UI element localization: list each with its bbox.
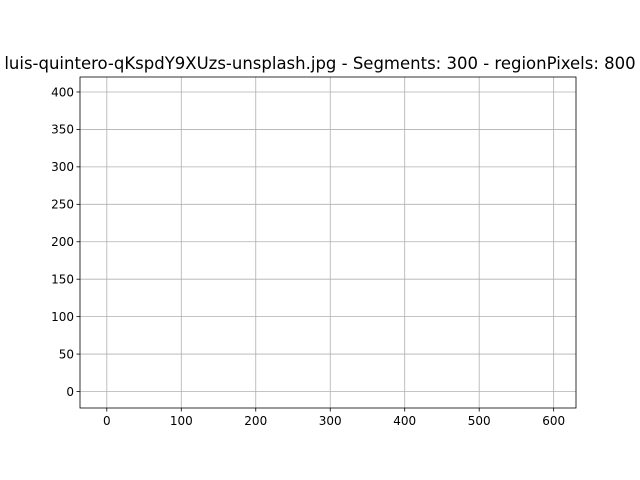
x-tick-label: 400 xyxy=(393,414,416,428)
x-tick-label: 100 xyxy=(170,414,193,428)
x-tick-label: 300 xyxy=(319,414,342,428)
axes-frame xyxy=(79,76,577,409)
y-tick-label: 400 xyxy=(51,85,74,99)
x-tick-label: 500 xyxy=(468,414,491,428)
y-tick-label: 0 xyxy=(66,385,74,399)
y-tick-label: 250 xyxy=(51,198,74,212)
y-tick-label: 350 xyxy=(51,123,74,137)
y-tick-label: 200 xyxy=(51,235,74,249)
chart-title: luis-quintero-qKspdY9XUzs-unsplash.jpg -… xyxy=(4,54,635,73)
plot-area: 0 100 200 300 400 500 600 0 50 100 150 200 250 300 35… xyxy=(51,76,577,428)
x-tick-label: 200 xyxy=(244,414,267,428)
x-axis: 0 100 200 300 400 500 600 xyxy=(103,408,565,428)
y-tick-label: 150 xyxy=(51,272,74,286)
y-tick-label: 50 xyxy=(59,347,74,361)
x-tick-label: 0 xyxy=(103,414,111,428)
y-axis: 0 50 100 150 200 250 300 350 400 xyxy=(51,85,80,399)
y-tick-label: 100 xyxy=(51,310,74,324)
y-tick-label: 300 xyxy=(51,160,74,174)
x-tick-label: 600 xyxy=(542,414,565,428)
grid xyxy=(80,77,576,408)
